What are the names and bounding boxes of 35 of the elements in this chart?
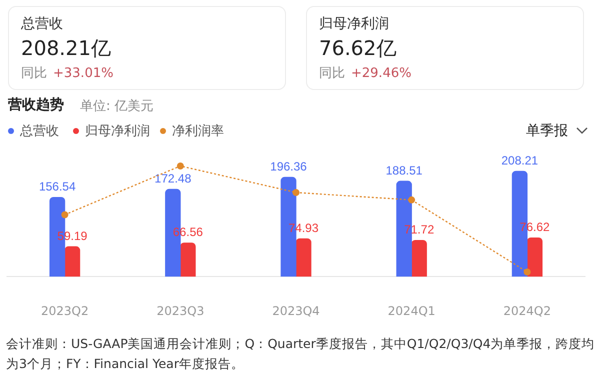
point	[524, 268, 531, 276]
text: 76.62亿	[319, 35, 398, 62]
point	[61, 211, 68, 218]
chart-subtitle: 单位: 亿美元	[80, 98, 154, 115]
legend-label: 净利润率	[172, 124, 224, 139]
text: 同比	[21, 66, 47, 81]
x-tick-label: 2024Q1	[388, 304, 436, 318]
point	[292, 189, 300, 196]
text: +29.46%	[351, 66, 412, 81]
text: 208.21亿	[21, 35, 112, 62]
data-label: 208.21	[501, 153, 538, 168]
chart-title: 营收趋势	[8, 96, 64, 114]
bar	[411, 240, 427, 277]
text: 归母净利润	[319, 15, 390, 33]
bar	[296, 238, 312, 277]
data-label: 196.36	[270, 159, 308, 174]
legend-label: 归母净利润	[85, 124, 150, 139]
x-tick-label: 2024Q2	[503, 304, 552, 318]
bar	[180, 242, 196, 277]
text: 同比	[319, 66, 345, 81]
data-label: 188.51	[386, 163, 423, 178]
point	[176, 162, 184, 170]
x-tick-label: 2023Q2	[40, 304, 89, 318]
x-tick-label: 2023Q3	[156, 304, 204, 318]
text: +33.01%	[53, 66, 114, 81]
bar	[64, 246, 80, 277]
point	[408, 196, 416, 204]
text: 会计准则：US-GAAP美国通用会计准则；Q：Quarter季度报告，其中Q1/Q2/Q3/Q4为单季报，跨度均为3个月；FY：Financial Year年度报告。	[6, 335, 596, 373]
data-label: 172.48	[154, 172, 192, 186]
data-label: 156.54	[38, 180, 76, 194]
bar	[526, 237, 543, 277]
x-tick-label: 2023Q4	[272, 304, 320, 318]
text: 总营收	[21, 15, 64, 33]
text: 单季报	[526, 122, 568, 140]
legend-label: 总营收	[20, 124, 59, 139]
